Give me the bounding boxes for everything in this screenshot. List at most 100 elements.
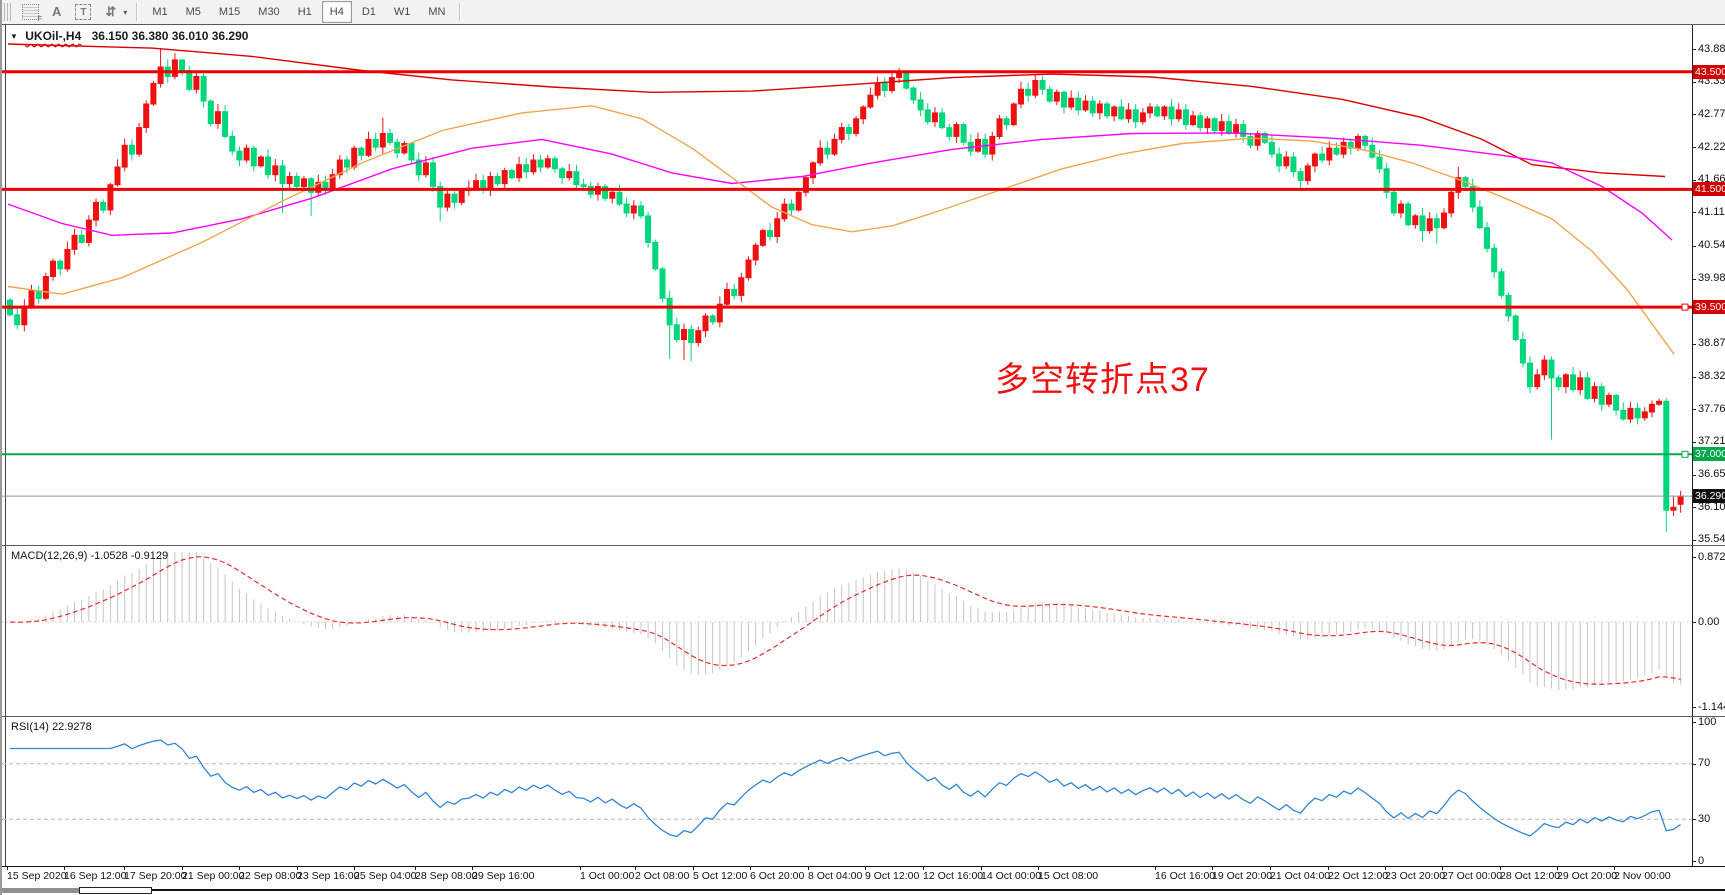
rsi-indicator-chart[interactable]	[2, 717, 1692, 866]
scrollbar-track-left	[2, 888, 79, 893]
date-tick	[1270, 867, 1271, 870]
price-axis-label: 36.655	[1698, 468, 1725, 481]
date-axis-label: 21 Oct 04:00	[1270, 870, 1331, 882]
timeframe-button-d1[interactable]: D1	[361, 6, 376, 18]
horizontal-scrollbar[interactable]	[2, 887, 1725, 895]
time-axis-line	[2, 866, 1725, 867]
price-tick	[1692, 147, 1696, 149]
price-axis-label: 37.765	[1698, 402, 1725, 415]
date-axis-label: 12 Oct 16:00	[923, 870, 984, 882]
price-tick	[1692, 179, 1696, 181]
date-tick	[1038, 867, 1039, 870]
macd-axis-label: -1.1444	[1698, 700, 1725, 713]
toolbar-grip[interactable]	[4, 3, 12, 21]
price-axis-label: 35.545	[1698, 533, 1725, 546]
candlestick-chart[interactable]	[2, 25, 1692, 545]
arrows-sort-icon[interactable]: ⇵	[105, 4, 117, 19]
date-axis-label: 15 Sep 2020	[7, 870, 67, 882]
rsi-label: RSI(14) 22.9278	[11, 721, 92, 733]
symbol-dropdown-icon[interactable]: ▼	[10, 32, 18, 41]
timeframe-button-m30[interactable]: M30	[258, 6, 280, 18]
date-axis-label: 21 Sep 00:00	[182, 870, 245, 882]
price-tick	[1692, 539, 1696, 541]
date-tick	[472, 867, 473, 870]
rsi-tick	[1692, 722, 1696, 723]
price-tick	[1692, 474, 1696, 476]
timeframe-button-m15[interactable]: M15	[218, 6, 241, 18]
timeframe-button-m1[interactable]: M1	[152, 6, 168, 18]
rsi-tick	[1692, 763, 1696, 765]
price-axis-label: 38.875	[1698, 337, 1725, 350]
chart-grid-icon[interactable]: F	[22, 4, 42, 23]
scrollbar-thumb[interactable]	[79, 887, 152, 894]
price-axis-label: 37.210	[1698, 435, 1725, 448]
macd-axis-label: 0.00	[1698, 615, 1720, 628]
timeframe-button-w1[interactable]: W1	[393, 6, 411, 18]
timeframe-button-mn[interactable]: MN	[428, 6, 446, 18]
date-tick	[1328, 867, 1329, 870]
price-axis-label: 42.775	[1698, 107, 1725, 120]
date-tick	[580, 867, 581, 870]
date-axis-label: 28 Sep 08:00	[415, 870, 478, 882]
macd-rsi-divider[interactable]	[2, 716, 1725, 717]
macd-indicator-chart[interactable]	[2, 546, 1692, 716]
timeframe-button-m5[interactable]: M5	[185, 6, 201, 18]
date-axis-label: 25 Sep 04:00	[354, 870, 417, 882]
chart-annotation-text[interactable]: 多空转折点37	[995, 361, 1210, 399]
date-axis-label: 23 Sep 16:00	[297, 870, 360, 882]
macd-tick	[1692, 622, 1696, 623]
price-tick	[1692, 114, 1696, 116]
date-tick	[1212, 867, 1213, 870]
price-axis-label: 40.540	[1698, 239, 1725, 252]
letter-a-icon[interactable]: A	[52, 4, 62, 19]
price-axis-label: 39.985	[1698, 272, 1725, 285]
date-tick	[7, 867, 8, 870]
rsi-axis-label: 100	[1698, 715, 1717, 728]
timeframe-button-h4[interactable]: H4	[321, 1, 352, 23]
price-tick	[1692, 245, 1696, 247]
price-tick	[1692, 376, 1696, 378]
date-axis-label: 6 Oct 20:00	[750, 870, 805, 882]
rsi-axis-label: 0	[1698, 854, 1705, 867]
dropdown-caret-icon[interactable]: ▾	[123, 7, 128, 17]
price-axis-label: 36.100	[1698, 500, 1725, 513]
date-axis-label: 23 Oct 20:00	[1385, 870, 1446, 882]
macd-tick	[1692, 707, 1696, 709]
macd-label: MACD(12,26,9) -1.0528 -0.9129	[11, 550, 169, 562]
ohlc-values: 36.150 36.380 36.010 36.290	[91, 29, 249, 43]
scrollbar-baseline	[152, 889, 1725, 891]
text-box-icon[interactable]: T	[75, 4, 92, 20]
timeframe-button-h1[interactable]: H1	[297, 6, 312, 18]
price-badge-36.290: 36.290	[1693, 489, 1725, 504]
date-tick	[1500, 867, 1501, 870]
rsi-axis-label: 30	[1698, 812, 1711, 825]
macd-tick	[1692, 557, 1696, 559]
date-axis[interactable]: 15 Sep 2020 16 Sep 12:00 17 Sep 20:00 21 Se…	[2, 867, 1692, 886]
price-axis-label: 41.665	[1698, 173, 1725, 186]
date-tick	[865, 867, 866, 870]
main-macd-divider[interactable]	[2, 545, 1725, 546]
date-tick	[415, 867, 416, 870]
timeframe-buttons: M1 M5 M15 M30 H1 H4 D1 W1 MN	[143, 1, 454, 23]
price-axis-label: 41.110	[1698, 205, 1725, 218]
price-tick	[1692, 49, 1696, 50]
date-axis-label: 17 Sep 20:00	[124, 870, 187, 882]
date-tick	[354, 867, 355, 870]
date-tick	[635, 867, 636, 870]
chart-left-border	[5, 25, 6, 866]
rsi-axis-label: 70	[1698, 757, 1711, 770]
date-tick	[750, 867, 751, 870]
chart-title[interactable]: ▼ UKOil-,H4 36.150 36.380 36.010 36.290	[10, 29, 248, 43]
date-axis-label: 22 Oct 12:00	[1328, 870, 1389, 882]
date-axis-label: 5 Oct 12:00	[693, 870, 748, 882]
date-axis-label: 29 Oct 20:00	[1557, 870, 1618, 882]
date-axis-label: 22 Sep 08:00	[239, 870, 302, 882]
date-axis-label: 16 Sep 12:00	[64, 870, 127, 882]
date-tick	[182, 867, 183, 870]
text-box-glyph: T	[80, 6, 87, 18]
date-axis-label: 27 Oct 00:00	[1442, 870, 1503, 882]
price-tick	[1692, 212, 1696, 214]
date-tick	[124, 867, 125, 870]
date-tick	[1557, 867, 1558, 870]
